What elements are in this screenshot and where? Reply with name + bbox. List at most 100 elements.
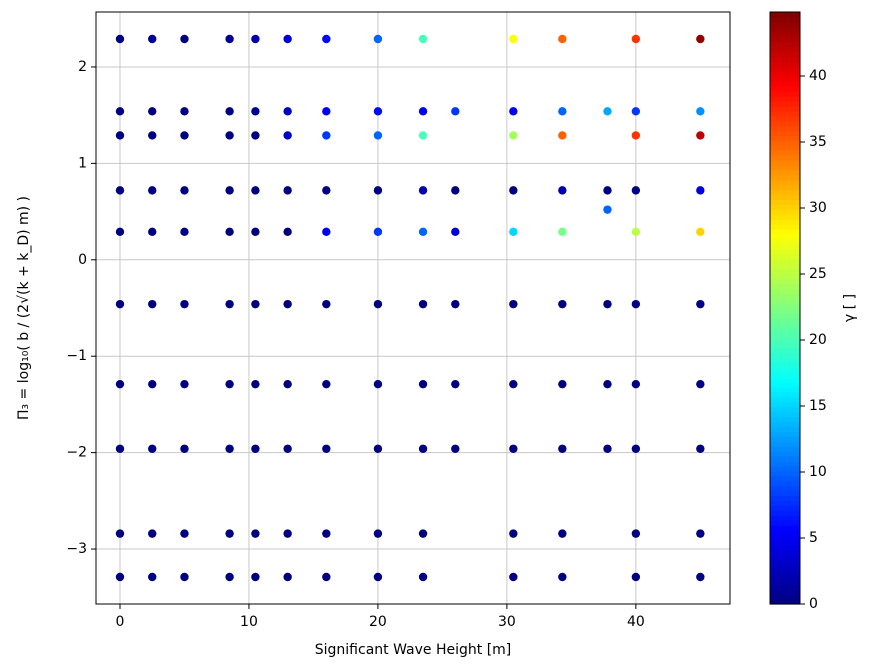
scatter-point [148,299,157,309]
colorbar-segment [770,554,800,561]
scatter-point [631,444,641,453]
scatter-point [373,107,383,116]
scatter-point [509,444,518,453]
colorbar-segment [770,155,800,161]
colorbar-segment [770,530,800,536]
y-tick-label: −3 [66,541,87,557]
colorbar-segment [770,337,800,344]
scatter-point [225,299,234,309]
colorbar-tick-label: 0 [809,596,818,612]
scatter-point [115,186,125,195]
scatter-point [148,107,157,116]
colorbar-segment [770,31,800,38]
colorbar-segment [770,589,800,595]
scatter-point [603,186,612,195]
colorbar-segment [770,66,800,72]
colorbar-segment [770,421,800,427]
colorbar-segment [770,401,800,408]
scatter-point [180,227,189,237]
scatter-point [509,34,518,44]
scatter-point [418,227,428,237]
scatter-point [225,529,234,538]
scatter-point [558,107,567,116]
scatter-point [251,299,260,309]
colorbar-segment [770,174,800,181]
colorbar-tick-label: 15 [809,398,827,414]
colorbar-label: γ [ ] [842,294,858,322]
colorbar-segment [770,160,800,166]
colorbar-segment [770,515,800,521]
scatter-point [148,131,157,140]
colorbar-segment [770,140,800,146]
colorbar-segment [770,500,800,506]
scatter-point [180,107,189,116]
colorbar-segment [770,382,800,388]
colorbar-segment [770,204,800,210]
colorbar-segment [770,534,800,541]
colorbar-segment [770,71,800,77]
colorbar-segment [770,179,800,186]
y-tick-label: −2 [66,445,87,461]
x-tick-label: 30 [498,614,516,630]
colorbar-tick-label: 5 [809,530,818,546]
colorbar-segment [770,224,800,230]
scatter-point [115,131,125,140]
scatter-point [696,186,705,195]
scatter-point [631,131,641,140]
scatter-point [558,227,567,237]
scatter-point [251,379,260,389]
colorbar-segment [770,308,800,314]
scatter-point [418,379,428,389]
colorbar-segment [770,584,800,590]
colorbar-segment [770,367,800,373]
scatter-point [631,529,641,538]
scatter-point [631,227,641,237]
scatter-point [283,34,292,44]
scatter-point [451,444,460,453]
colorbar-segment [770,505,800,511]
scatter-point [225,227,234,237]
scatter-point [373,379,383,389]
scatter-point [558,379,567,389]
scatter-point [283,107,292,116]
colorbar-segment [770,465,800,472]
colorbar-segment [770,485,800,492]
colorbar-segment [770,81,800,87]
scatter-point [696,227,705,237]
scatter-point [631,379,641,389]
colorbar-segment [770,495,800,501]
colorbar-segment [770,130,800,136]
scatter-point [603,107,612,116]
colorbar-segment [770,125,800,131]
scatter-point [558,186,567,195]
scatter-point [418,186,428,195]
colorbar-segment [770,189,800,196]
y-tick-label: −1 [66,348,87,364]
scatter-point [251,572,260,582]
x-tick-label: 0 [116,614,125,630]
scatter-point [322,379,331,389]
scatter-point [225,186,234,195]
colorbar-segment [770,372,800,378]
colorbar-segment [770,238,800,245]
scatter-point [418,444,428,453]
colorbar-segment [770,569,800,575]
scatter-point [509,227,518,237]
scatter-point [180,572,189,582]
colorbar-segment [770,199,800,205]
colorbar-segment [770,559,800,566]
scatter-point [418,572,428,582]
colorbar-segment [770,480,800,487]
colorbar-segment [770,406,800,413]
scatter-point [631,107,641,116]
scatter-point [148,227,157,237]
colorbar-segment [770,253,800,260]
scatter-point [451,227,460,237]
scatter-point [115,379,125,389]
scatter-point [115,34,125,44]
scatter-point [283,227,292,237]
x-tick-label: 10 [240,614,258,630]
scatter-point [558,34,567,44]
scatter-point [180,186,189,195]
colorbar-segment [770,436,800,442]
